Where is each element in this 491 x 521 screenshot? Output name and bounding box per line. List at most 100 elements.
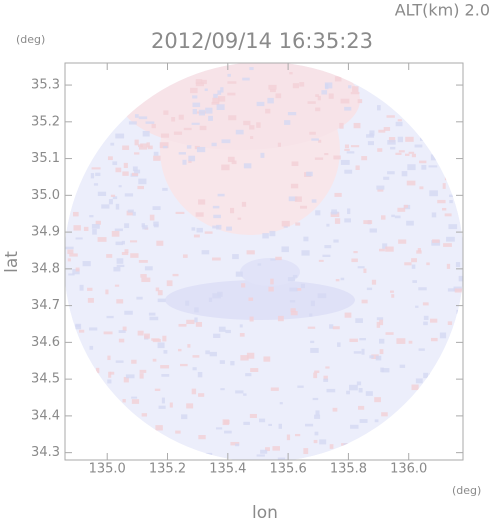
echo-speckle [387, 171, 395, 175]
echo-speckle [68, 273, 75, 276]
echo-speckle [89, 345, 94, 350]
echo-speckle [151, 338, 160, 341]
echo-speckle [220, 87, 224, 93]
echo-speckle [418, 287, 427, 291]
echo-speckle [148, 145, 153, 150]
echo-speckle [333, 155, 341, 160]
echo-speckle [315, 107, 321, 112]
echo-speckle [421, 164, 427, 170]
echo-speckle [256, 122, 261, 128]
echo-speckle [334, 76, 342, 82]
echo-speckle [196, 227, 203, 233]
echo-speckle [307, 101, 316, 104]
echo-speckle [239, 324, 243, 328]
echo-speckle [246, 250, 255, 255]
echo-speckle [367, 141, 375, 146]
echo-speckle [204, 88, 208, 92]
echo-speckle [144, 266, 153, 271]
echo-speckle [396, 338, 406, 344]
echo-speckle [82, 261, 91, 267]
echo-speckle [340, 277, 345, 281]
echo-speckle [182, 159, 187, 165]
echo-speckle [289, 300, 296, 303]
echo-speckle [417, 248, 421, 252]
echo-speckle [227, 156, 235, 163]
echo-speckle [454, 288, 463, 293]
echo-speckle [263, 356, 271, 362]
echo-speckle [277, 457, 286, 460]
echo-speckle [340, 159, 350, 165]
echo-speckle [423, 372, 429, 379]
echo-speckle [379, 248, 385, 252]
echo-speckle [172, 273, 179, 277]
echo-speckle [107, 379, 112, 384]
echo-speckle [75, 267, 80, 272]
echo-speckle [216, 224, 222, 230]
echo-speckle [157, 342, 165, 349]
echo-speckle [188, 155, 196, 162]
echo-speckle [347, 208, 351, 215]
echo-speckle [447, 321, 453, 326]
echo-speckle [75, 323, 82, 330]
echo-speckle [403, 204, 409, 208]
echo-speckle [232, 254, 239, 260]
echo-speckle [137, 185, 144, 190]
echo-speckle [423, 321, 428, 326]
echo-speckle [369, 133, 373, 137]
echo-speckle [350, 424, 359, 429]
echo-speckle [185, 300, 190, 306]
echo-speckle [154, 388, 161, 391]
echo-speckle [311, 199, 317, 203]
echo-speckle [376, 317, 384, 321]
echo-speckle [125, 374, 135, 379]
echo-speckle [353, 122, 361, 129]
echo-speckle [213, 214, 221, 219]
echo-speckle [295, 222, 301, 226]
echo-speckle [249, 67, 254, 71]
echo-speckle [279, 402, 283, 405]
echo-speckle [329, 324, 334, 329]
echo-speckle [171, 116, 176, 122]
echo-speckle [139, 369, 147, 373]
echo-speckle [175, 211, 185, 215]
echo-speckle [405, 136, 414, 142]
echo-speckle [139, 373, 144, 379]
echo-speckle [131, 399, 140, 404]
echo-speckle [132, 211, 136, 216]
echo-speckle [365, 391, 373, 396]
echo-speckle [350, 91, 360, 95]
echo-speckle [111, 230, 120, 237]
echo-speckle [208, 115, 213, 121]
echo-speckle [401, 171, 408, 177]
echo-speckle [267, 97, 274, 104]
echo-speckle [115, 241, 124, 246]
echo-speckle [419, 160, 427, 164]
echo-speckle [228, 115, 237, 121]
echo-speckle [313, 372, 318, 379]
echo-speckle [108, 199, 113, 205]
echo-speckle [444, 176, 449, 181]
echo-speckle [283, 225, 288, 228]
echo-speckle [218, 96, 226, 102]
echo-speckle [122, 145, 130, 150]
echo-speckle [130, 253, 139, 258]
echo-speckle [314, 157, 324, 160]
echo-speckle [101, 204, 110, 209]
echo-speckle [161, 397, 165, 404]
echo-speckle [423, 315, 429, 320]
echo-speckle [118, 338, 125, 343]
echo-speckle [430, 154, 439, 161]
echo-speckle [169, 402, 173, 408]
echo-speckle [315, 410, 320, 416]
echo-speckle [105, 289, 109, 295]
echo-speckle [381, 368, 390, 373]
echo-speckle [218, 326, 226, 332]
echo-speckle [325, 366, 330, 369]
echo-speckle [134, 114, 139, 118]
echo-speckle [198, 435, 206, 440]
echo-speckle [458, 275, 463, 282]
echo-speckle [301, 250, 310, 256]
echo-speckle [97, 237, 107, 242]
echo-speckle [200, 79, 207, 85]
echo-speckle [212, 293, 221, 299]
